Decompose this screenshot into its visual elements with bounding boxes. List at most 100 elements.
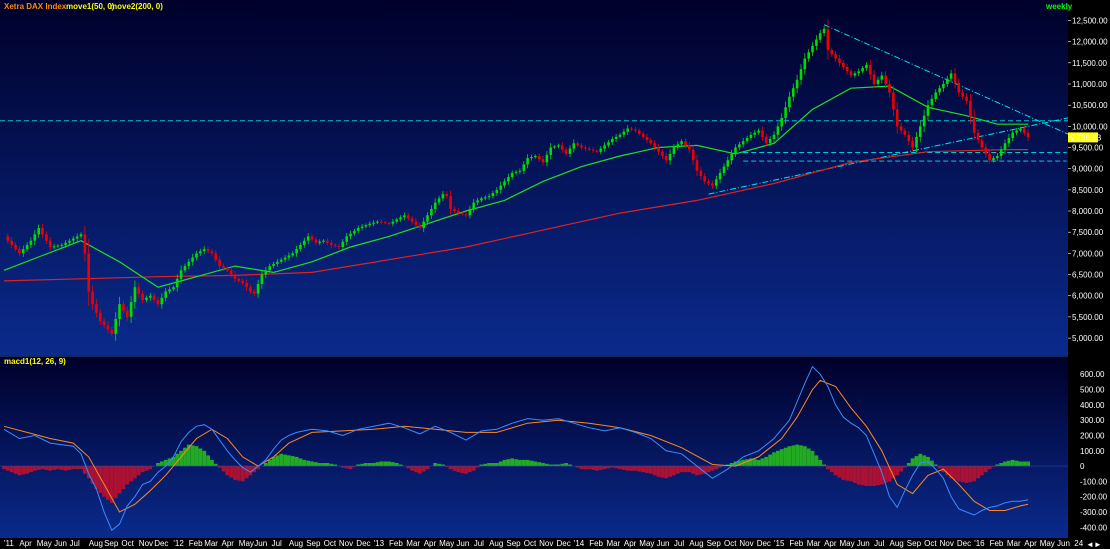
- candle-body: [649, 140, 653, 144]
- candle-body: [437, 198, 441, 203]
- price-tick-label: 9,000.00: [1072, 165, 1104, 174]
- main-panel: [0, 0, 1068, 355]
- candle-body: [949, 73, 953, 79]
- macd-histogram-bar: [136, 466, 141, 476]
- candle-body: [969, 100, 972, 117]
- macd-histogram-bar: [876, 466, 880, 486]
- macd-histogram-bar: [918, 453, 923, 466]
- candle-body: [149, 295, 152, 298]
- macd-histogram-bar: [456, 466, 461, 473]
- price-tick-label: 5,500.00: [1072, 313, 1104, 322]
- macd-histogram-bar: [79, 466, 83, 470]
- candle-body: [849, 71, 853, 76]
- macd-histogram-bar: [32, 466, 37, 471]
- macd-histogram-bar: [271, 456, 276, 467]
- candle-body: [834, 54, 837, 59]
- macd-histogram-bar: [48, 466, 53, 471]
- date-tick-label: Dec: [757, 539, 771, 548]
- candle-body: [830, 50, 834, 55]
- macd-histogram-bar: [1010, 459, 1015, 466]
- candle-body: [168, 289, 171, 292]
- macd-histogram-bar: [414, 466, 418, 473]
- candle-body: [972, 116, 976, 133]
- candle-body: [179, 270, 183, 279]
- macd-histogram-bar: [290, 456, 295, 466]
- macd-histogram-bar: [356, 464, 361, 466]
- macd-histogram-bar: [491, 463, 495, 467]
- date-tick-label: Oct: [924, 539, 937, 548]
- date-tick-label: '15: [774, 539, 785, 548]
- candle-body: [480, 198, 483, 201]
- macd-histogram-bar: [483, 463, 488, 467]
- candle-body: [587, 148, 591, 150]
- candle-body: [907, 134, 911, 142]
- date-tick-label: Sep: [506, 539, 521, 548]
- candle-body: [1026, 132, 1030, 138]
- macd-histogram-bar: [314, 462, 318, 466]
- macd-histogram-bar: [452, 466, 457, 471]
- macd-histogram-bar: [672, 466, 676, 476]
- candle-body: [645, 136, 649, 141]
- header-move2: move2(200, 0): [110, 2, 163, 11]
- scroll-right-icon[interactable]: ◄►: [1086, 540, 1102, 549]
- trend-line: [708, 117, 1068, 195]
- macd-histogram-bar: [637, 466, 642, 472]
- macd-histogram-bar: [1018, 461, 1023, 467]
- macd-histogram-bar: [548, 464, 553, 466]
- candle-body: [114, 319, 117, 334]
- candle-body: [749, 134, 753, 138]
- macd-histogram-bar: [956, 466, 961, 482]
- date-tick-label: Aug: [890, 539, 904, 548]
- candle-body: [345, 236, 348, 242]
- macd-histogram-bar: [387, 461, 391, 467]
- candle-body: [711, 183, 714, 186]
- macd-histogram-bar: [275, 455, 280, 467]
- macd-histogram-bar: [171, 456, 176, 467]
- macd-histogram-bar: [267, 459, 272, 466]
- macd-histogram-bar: [248, 466, 253, 476]
- date-tick-label: Jun: [657, 539, 670, 548]
- candle-body: [406, 215, 410, 219]
- macd-histogram-bar: [533, 461, 538, 467]
- candle-body: [799, 69, 803, 80]
- macd-histogram-bar: [976, 466, 980, 479]
- macd-histogram-bar: [822, 464, 826, 466]
- candle-body: [41, 228, 44, 235]
- candle-body: [68, 240, 71, 243]
- macd-histogram-bar: [52, 466, 56, 470]
- macd-histogram-bar: [433, 463, 438, 467]
- macd-histogram-bar: [229, 466, 234, 478]
- candle-body: [306, 236, 310, 241]
- candle-body: [433, 202, 437, 209]
- date-tick-label: Jun: [1057, 539, 1070, 548]
- macd-histogram-bar: [210, 459, 214, 466]
- macd-histogram-bar: [391, 462, 395, 466]
- candle-body: [21, 249, 25, 254]
- candle-body: [614, 136, 618, 139]
- macd-tick-label: -100.00: [1080, 477, 1108, 486]
- date-tick-label: Apr: [19, 539, 32, 548]
- date-tick-label: Sep: [907, 539, 922, 548]
- last-price-label: 9,739.83: [1070, 133, 1102, 142]
- candle-body: [29, 240, 33, 245]
- macd-histogram-bar: [9, 466, 14, 473]
- candle-body: [272, 264, 275, 267]
- candle-body: [845, 67, 849, 72]
- macd-histogram-bar: [525, 459, 530, 466]
- candle-body: [626, 128, 629, 132]
- candle-body: [892, 92, 895, 110]
- candle-body: [549, 147, 552, 155]
- macd-histogram-bar: [980, 466, 984, 476]
- macd-histogram-bar: [606, 466, 611, 469]
- macd-histogram-bar: [17, 466, 22, 476]
- macd-histogram-bar: [764, 456, 769, 467]
- candle-body: [607, 142, 610, 146]
- macd-histogram-bar: [36, 466, 41, 470]
- macd-histogram-bar: [29, 466, 33, 473]
- date-tick-label: Feb: [990, 539, 1004, 548]
- macd-histogram-bar: [437, 463, 441, 467]
- macd-histogram-bar: [217, 466, 222, 468]
- header-period[interactable]: weekly: [1045, 2, 1073, 11]
- price-tick-label: 10,000.00: [1072, 122, 1108, 131]
- date-tick-label: Jul: [70, 539, 80, 548]
